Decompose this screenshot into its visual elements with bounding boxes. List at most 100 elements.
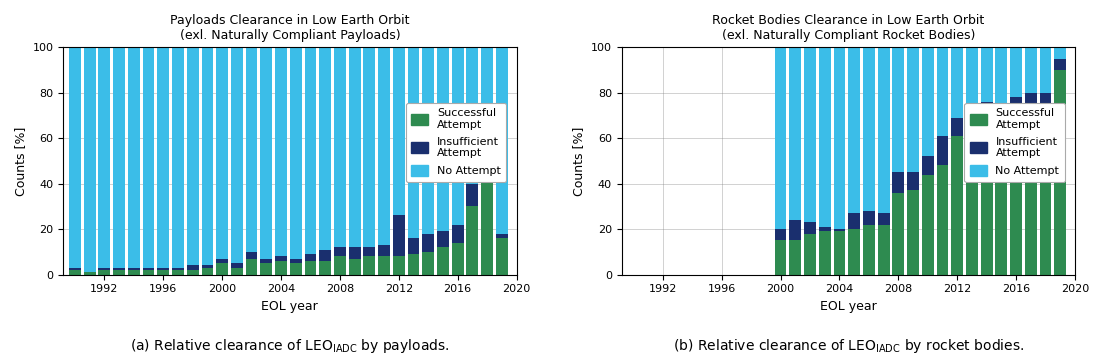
Bar — [834, 47, 845, 229]
Bar — [216, 258, 228, 263]
Bar — [128, 270, 140, 275]
Bar — [1010, 47, 1022, 97]
Bar — [1054, 59, 1067, 70]
Bar — [275, 47, 287, 256]
Bar — [231, 263, 243, 268]
Bar — [437, 231, 449, 247]
Bar — [952, 47, 963, 118]
Bar — [172, 268, 184, 270]
Bar — [966, 115, 978, 168]
Bar — [804, 222, 816, 234]
Bar — [966, 168, 978, 275]
Bar — [142, 268, 154, 270]
Bar — [349, 47, 361, 247]
Bar — [496, 238, 507, 275]
Bar — [246, 258, 257, 275]
Bar — [1010, 97, 1022, 127]
Bar — [848, 47, 860, 213]
Bar — [907, 47, 919, 172]
Bar — [172, 270, 184, 275]
Bar — [878, 47, 889, 213]
Bar — [202, 268, 213, 275]
Bar — [848, 229, 860, 275]
Bar — [364, 256, 375, 275]
Bar — [98, 268, 110, 270]
Bar — [452, 243, 463, 275]
Bar — [422, 47, 435, 234]
Bar — [408, 254, 419, 275]
Bar — [922, 156, 933, 174]
Bar — [818, 47, 831, 227]
Bar — [863, 211, 875, 224]
X-axis label: EOL year: EOL year — [261, 300, 319, 313]
Legend: Successful
Attempt, Insufficient
Attempt, No Attempt: Successful Attempt, Insufficient Attempt… — [964, 103, 1064, 182]
Bar — [393, 256, 405, 275]
Bar — [774, 241, 786, 275]
Bar — [790, 220, 801, 241]
Bar — [186, 265, 199, 270]
Bar — [907, 172, 919, 190]
Bar — [408, 238, 419, 254]
Bar — [1040, 108, 1051, 275]
Bar — [231, 47, 243, 263]
Bar — [1025, 125, 1037, 275]
Bar — [1054, 70, 1067, 275]
Bar — [878, 213, 889, 224]
Bar — [364, 47, 375, 247]
Bar — [98, 270, 110, 275]
Bar — [349, 247, 361, 258]
Bar — [319, 250, 331, 261]
Bar — [84, 47, 96, 272]
Bar — [393, 215, 405, 256]
Bar — [260, 263, 272, 275]
Bar — [334, 47, 345, 247]
Bar — [142, 47, 154, 268]
Bar — [996, 47, 1007, 104]
Bar — [216, 263, 228, 275]
Bar — [467, 183, 479, 206]
Bar — [892, 172, 904, 193]
Bar — [304, 261, 317, 275]
Bar — [481, 170, 493, 174]
Bar — [246, 252, 257, 258]
Bar — [996, 127, 1007, 275]
Bar — [922, 47, 933, 156]
Bar — [1025, 47, 1037, 93]
Bar — [158, 270, 169, 275]
Bar — [304, 47, 317, 254]
Bar — [186, 270, 199, 275]
Bar — [966, 47, 978, 115]
Legend: Successful
Attempt, Insufficient
Attempt, No Attempt: Successful Attempt, Insufficient Attempt… — [406, 103, 506, 182]
Bar — [790, 241, 801, 275]
Bar — [936, 136, 949, 165]
Bar — [158, 268, 169, 270]
Bar — [69, 270, 81, 275]
Bar — [378, 47, 390, 245]
Bar — [818, 227, 831, 231]
Bar — [981, 102, 993, 170]
Bar — [952, 118, 963, 136]
Bar — [304, 254, 317, 261]
Bar — [834, 231, 845, 275]
Bar — [952, 136, 963, 275]
Bar — [334, 247, 345, 256]
Bar — [260, 47, 272, 258]
Bar — [790, 47, 801, 220]
Bar — [496, 234, 507, 238]
Bar — [804, 234, 816, 275]
Bar — [393, 47, 405, 215]
Bar — [437, 47, 449, 231]
Bar — [496, 47, 507, 234]
Bar — [290, 263, 301, 275]
Bar — [114, 47, 125, 268]
Bar — [467, 206, 479, 275]
Bar — [364, 247, 375, 256]
Bar — [349, 258, 361, 275]
Bar — [481, 174, 493, 275]
Bar — [467, 47, 479, 183]
Bar — [774, 47, 786, 229]
Text: (a) Relative clearance of LEO$_{\rm IADC}$ by payloads.: (a) Relative clearance of LEO$_{\rm IADC… — [130, 337, 450, 355]
Bar — [936, 165, 949, 275]
Bar — [1025, 93, 1037, 125]
Bar — [202, 265, 213, 268]
